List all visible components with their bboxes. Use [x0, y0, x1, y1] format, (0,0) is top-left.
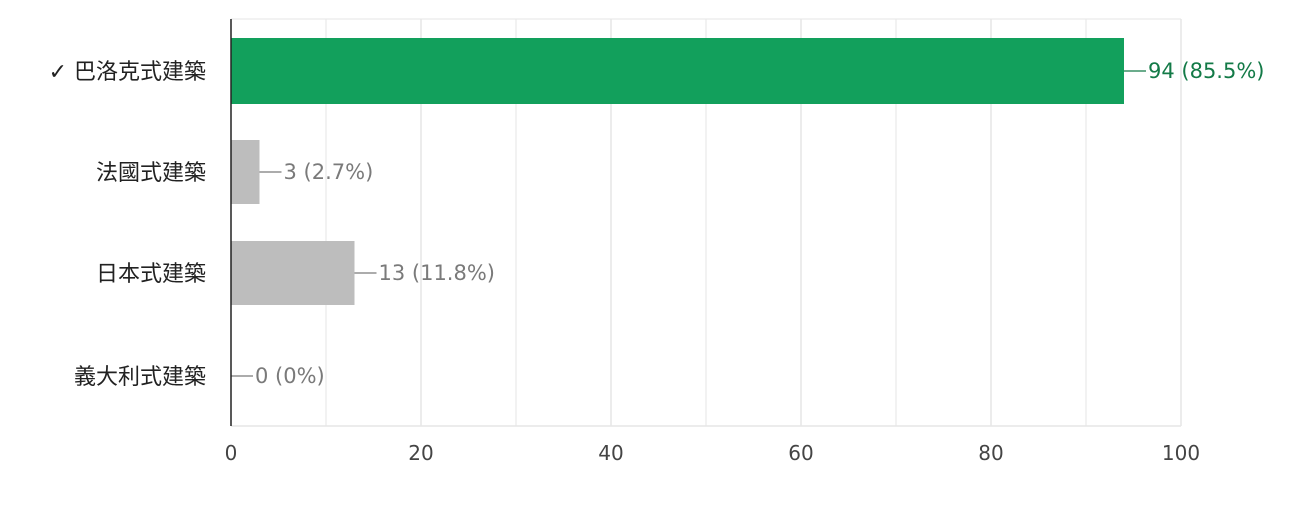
data-label: 94 (85.5%)	[1148, 59, 1265, 83]
data-labels: 94 (85.5%) 3 (2.7%) 13 (11.8%) 0 (0%)	[255, 59, 1265, 388]
data-label: 0 (0%)	[255, 364, 325, 388]
bars	[231, 38, 1124, 305]
data-label: 3 (2.7%)	[284, 160, 374, 184]
label-leader-lines	[231, 70, 1146, 377]
x-tick-label: 0	[225, 441, 238, 465]
x-tick-label: 40	[598, 441, 623, 465]
category-label: 義大利式建築	[74, 365, 206, 390]
data-label: 13 (11.8%)	[379, 261, 496, 285]
x-tick-label: 100	[1162, 441, 1200, 465]
x-tick-label: 20	[408, 441, 433, 465]
bar	[231, 140, 260, 204]
x-tick-label: 80	[978, 441, 1003, 465]
x-tick-labels: 0 20 40 60 80 100	[225, 441, 1200, 465]
category-label: 日本式建築	[96, 262, 206, 287]
category-label: 法國式建築	[96, 161, 206, 186]
category-label: ✓ 巴洛克式建築	[49, 60, 206, 85]
x-tick-label: 60	[788, 441, 813, 465]
bar	[231, 38, 1124, 104]
bar	[231, 241, 355, 305]
